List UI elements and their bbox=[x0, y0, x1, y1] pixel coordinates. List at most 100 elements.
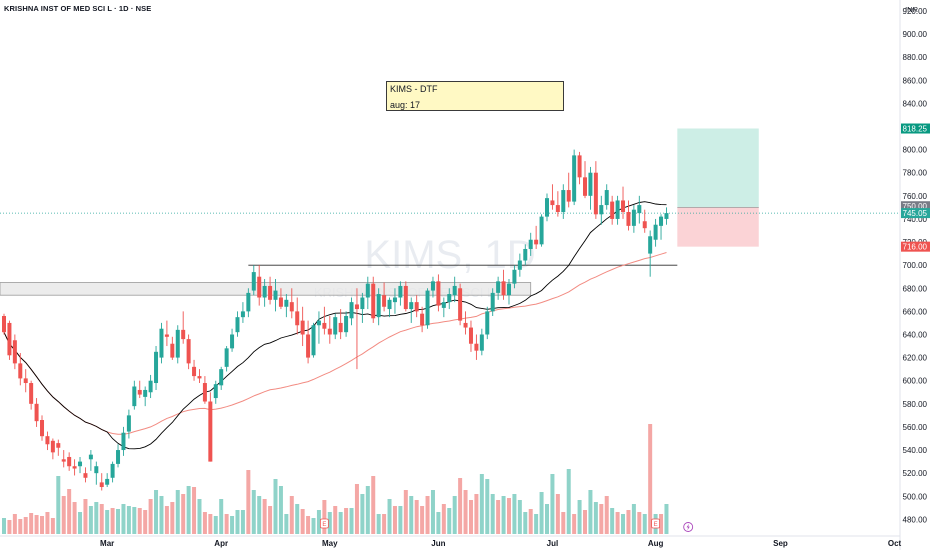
candle bbox=[7, 320, 12, 360]
candle bbox=[116, 444, 121, 468]
candle-body bbox=[289, 302, 294, 312]
candle-body bbox=[659, 216, 664, 226]
candle bbox=[268, 276, 273, 305]
candle-body bbox=[67, 456, 72, 467]
y-tick-label: 900.00 bbox=[903, 30, 928, 39]
candle-body bbox=[501, 281, 506, 296]
volume-bar bbox=[501, 496, 506, 534]
volume-bar bbox=[306, 516, 311, 534]
volume-bar bbox=[67, 489, 72, 534]
candle bbox=[202, 376, 207, 404]
candle-body bbox=[61, 459, 66, 462]
volume-bar bbox=[637, 512, 642, 534]
candle bbox=[550, 184, 555, 210]
candle bbox=[251, 265, 256, 296]
candle bbox=[506, 279, 511, 305]
volume-bar bbox=[474, 494, 479, 534]
candle-body bbox=[593, 172, 598, 215]
x-tick-label: Sep bbox=[773, 539, 788, 548]
note-line-1: KIMS - DTF bbox=[390, 84, 438, 94]
candle-body bbox=[311, 325, 316, 356]
candle bbox=[137, 380, 142, 399]
candle-body bbox=[479, 334, 484, 351]
volume-bar bbox=[126, 506, 131, 534]
y-tick-label: 540.00 bbox=[903, 446, 928, 455]
candle-body bbox=[512, 269, 517, 284]
price-tag-label: 745.05 bbox=[903, 209, 928, 218]
candle-body bbox=[213, 384, 218, 399]
candle-body bbox=[398, 285, 403, 298]
volume-bar bbox=[496, 500, 501, 534]
volume-bar bbox=[213, 516, 218, 534]
volume-bar bbox=[61, 496, 66, 534]
candle bbox=[615, 195, 620, 225]
candle bbox=[311, 322, 316, 358]
y-tick-label: 860.00 bbox=[903, 76, 928, 85]
candle bbox=[2, 313, 6, 335]
candle-body bbox=[78, 461, 83, 467]
candle bbox=[365, 276, 370, 310]
y-tick-label: 580.00 bbox=[903, 400, 928, 409]
earnings-marker: E bbox=[651, 518, 660, 529]
volume-bar bbox=[333, 506, 338, 534]
sma-20-line bbox=[3, 201, 667, 450]
volume-bar bbox=[164, 506, 169, 534]
candle bbox=[430, 276, 435, 298]
y-tick-label: 660.00 bbox=[903, 307, 928, 316]
volume-bar bbox=[354, 484, 359, 534]
candle bbox=[257, 265, 262, 306]
candle bbox=[83, 467, 88, 483]
text-note-box[interactable]: KIMS - DTF aug: 17 bbox=[386, 81, 564, 111]
candle-body bbox=[137, 389, 142, 395]
candle bbox=[78, 456, 83, 474]
x-tick-label: Aug bbox=[648, 539, 664, 548]
stop-loss-zone bbox=[677, 207, 759, 247]
volume-bar bbox=[137, 508, 142, 534]
volume-bar bbox=[34, 515, 39, 534]
candle bbox=[610, 195, 615, 225]
volume-bar bbox=[110, 508, 115, 534]
candle bbox=[414, 295, 419, 318]
candle-body bbox=[148, 380, 153, 393]
candle bbox=[327, 316, 332, 344]
candle bbox=[181, 311, 186, 344]
candle-body bbox=[284, 299, 289, 307]
candle-body bbox=[534, 239, 539, 245]
candle bbox=[72, 459, 77, 476]
candle-body bbox=[354, 304, 359, 310]
candle bbox=[545, 193, 549, 222]
volume-bar bbox=[284, 514, 289, 534]
candle bbox=[29, 380, 34, 410]
y-tick-label: 880.00 bbox=[903, 53, 928, 62]
volume-bar bbox=[88, 506, 93, 534]
candle bbox=[219, 366, 224, 390]
candle-body bbox=[316, 320, 321, 326]
y-tick-label: 740.00 bbox=[903, 215, 928, 224]
candle bbox=[382, 282, 387, 312]
price-tag-bg bbox=[901, 241, 930, 252]
candle-body bbox=[452, 285, 457, 296]
candle-body bbox=[273, 290, 278, 300]
volume-bar bbox=[132, 507, 137, 534]
volume-bar bbox=[316, 510, 321, 534]
volume-bar bbox=[376, 514, 381, 534]
candle-body bbox=[262, 285, 267, 298]
candle bbox=[371, 276, 376, 323]
volume-bar bbox=[545, 504, 549, 534]
candle-body bbox=[300, 320, 305, 335]
candle bbox=[105, 473, 110, 488]
volume-bar bbox=[365, 486, 370, 534]
candle bbox=[289, 288, 294, 319]
volume-bar bbox=[289, 496, 294, 534]
volume-bar bbox=[604, 496, 609, 534]
candle bbox=[490, 288, 495, 316]
candle bbox=[197, 369, 202, 384]
volume-bar bbox=[78, 512, 83, 534]
volume-bar bbox=[143, 510, 148, 534]
candle-body bbox=[631, 209, 636, 226]
candle bbox=[534, 225, 539, 249]
volume-bar bbox=[197, 499, 202, 534]
candle bbox=[604, 184, 609, 210]
candle bbox=[599, 195, 604, 225]
